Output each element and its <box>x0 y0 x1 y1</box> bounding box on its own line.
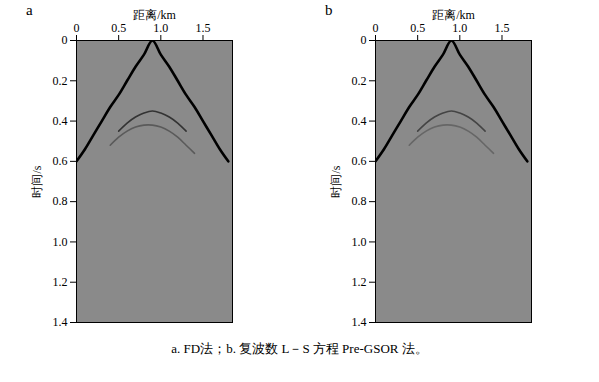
svg-text:0.2: 0.2 <box>53 74 68 88</box>
svg-text:时间/s: 时间/s <box>30 165 44 197</box>
html-text:a: a <box>26 2 33 18</box>
svg-text:1.4: 1.4 <box>352 315 367 329</box>
svg-text:1.0: 1.0 <box>352 235 367 249</box>
svg-text:时间/s: 时间/s <box>329 165 343 197</box>
svg-text:1.2: 1.2 <box>53 275 68 289</box>
svg-text:1.0: 1.0 <box>452 21 467 35</box>
svg-text:0.5: 0.5 <box>410 21 425 35</box>
svg-text:0.6: 0.6 <box>352 154 367 168</box>
svg-text:1.0: 1.0 <box>153 21 168 35</box>
svg-text:1.2: 1.2 <box>352 275 367 289</box>
svg-text:0: 0 <box>373 21 379 35</box>
svg-text:0.5: 0.5 <box>111 21 126 35</box>
svg-text:距离/km: 距离/km <box>432 8 475 22</box>
svg-text:1.5: 1.5 <box>494 21 509 35</box>
svg-text:距离/km: 距离/km <box>133 8 176 22</box>
html-text:b: b <box>325 2 333 18</box>
svg-text:0.8: 0.8 <box>53 194 68 208</box>
svg-text:0.2: 0.2 <box>352 74 367 88</box>
svg-text:1.5: 1.5 <box>195 21 210 35</box>
svg-text:0: 0 <box>62 33 68 47</box>
svg-text:1.4: 1.4 <box>53 315 68 329</box>
svg-text:0.8: 0.8 <box>352 194 367 208</box>
html-text:a. FD法；b. 复波数 L－S 方程 Pre-GSOR: a. FD法；b. 复波数 L－S 方程 Pre-GSOR 法。 <box>171 341 428 356</box>
svg-text:0.4: 0.4 <box>352 114 367 128</box>
svg-text:0: 0 <box>74 21 80 35</box>
svg-text:1.0: 1.0 <box>53 235 68 249</box>
svg-text:0.4: 0.4 <box>53 114 68 128</box>
svg-text:0.6: 0.6 <box>53 154 68 168</box>
svg-text:0: 0 <box>361 33 367 47</box>
